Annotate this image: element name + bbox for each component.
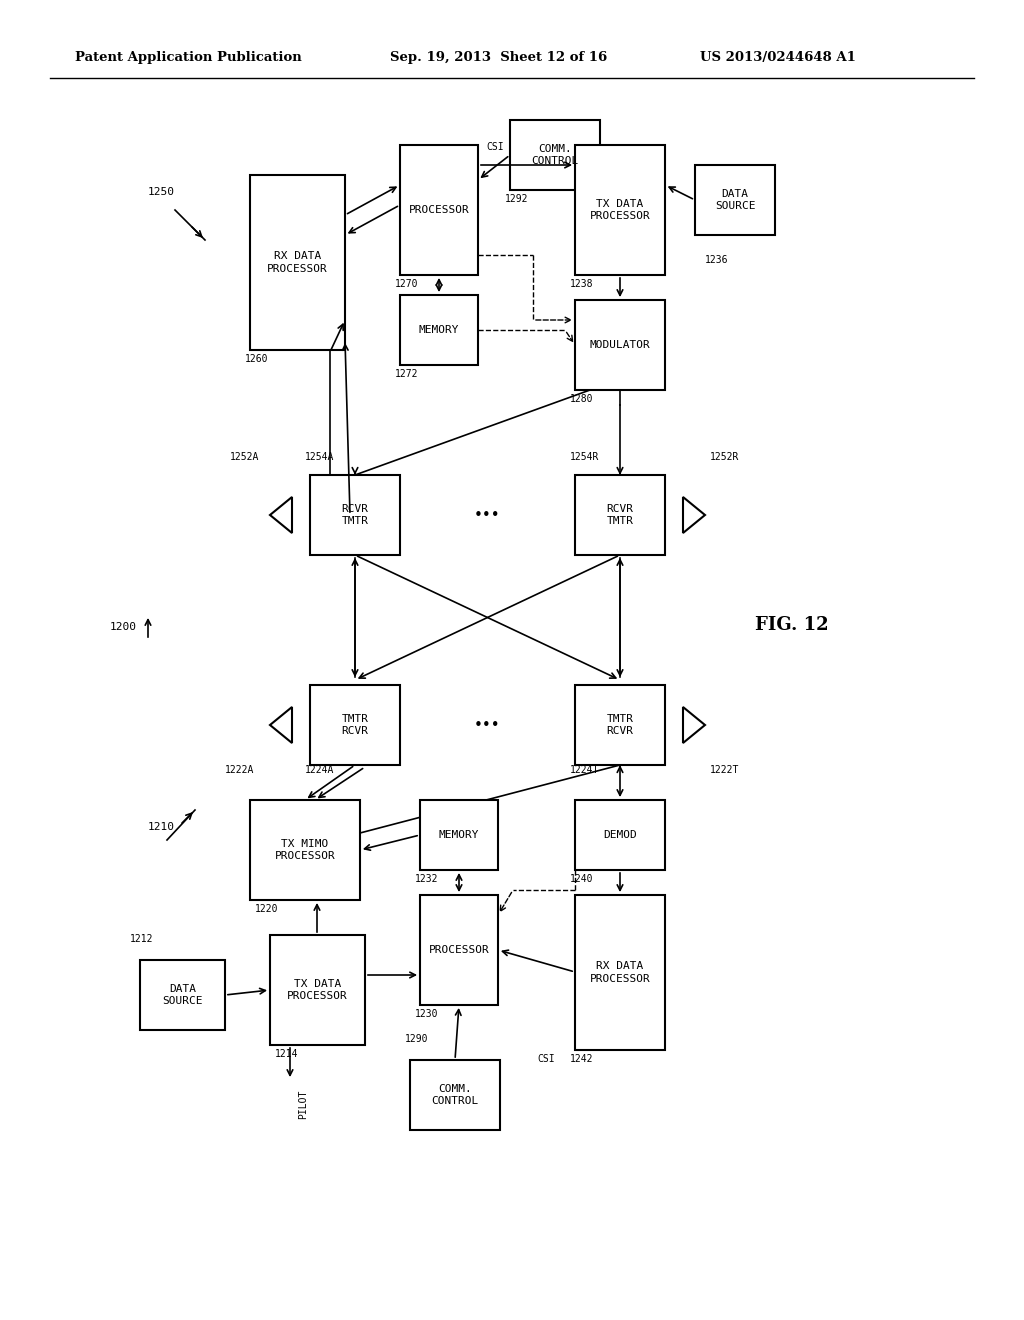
- Text: PROCESSOR: PROCESSOR: [429, 945, 489, 954]
- Text: TMTR
RCVR: TMTR RCVR: [606, 714, 634, 737]
- Text: Sep. 19, 2013  Sheet 12 of 16: Sep. 19, 2013 Sheet 12 of 16: [390, 50, 607, 63]
- Text: COMM.
CONTROL: COMM. CONTROL: [431, 1084, 478, 1106]
- Text: •••: •••: [474, 507, 501, 523]
- Bar: [575, 145, 665, 275]
- Text: RX DATA
PROCESSOR: RX DATA PROCESSOR: [267, 251, 328, 273]
- Text: 1252R: 1252R: [710, 451, 739, 462]
- Text: 1252A: 1252A: [230, 451, 259, 462]
- Bar: [400, 145, 478, 275]
- Text: DATA
SOURCE: DATA SOURCE: [715, 189, 756, 211]
- Text: CSI: CSI: [486, 143, 504, 152]
- Text: Patent Application Publication: Patent Application Publication: [75, 50, 302, 63]
- Text: 1280: 1280: [570, 393, 594, 404]
- Text: 1250: 1250: [148, 187, 175, 197]
- Text: 1238: 1238: [570, 279, 594, 289]
- Text: 1254R: 1254R: [570, 451, 599, 462]
- Text: 1222T: 1222T: [710, 766, 739, 775]
- Bar: [140, 960, 225, 1030]
- Text: FIG. 12: FIG. 12: [755, 616, 828, 634]
- Text: CSI: CSI: [537, 1053, 555, 1064]
- Bar: [575, 685, 665, 766]
- Bar: [310, 685, 400, 766]
- Text: 1272: 1272: [395, 370, 419, 379]
- Text: 1240: 1240: [570, 874, 594, 884]
- Bar: [400, 294, 478, 366]
- Text: 1214: 1214: [275, 1049, 299, 1059]
- Text: 1230: 1230: [415, 1008, 438, 1019]
- Text: 1224T: 1224T: [570, 766, 599, 775]
- Text: 1254A: 1254A: [305, 451, 335, 462]
- Text: DATA
SOURCE: DATA SOURCE: [162, 983, 203, 1006]
- Text: TMTR
RCVR: TMTR RCVR: [341, 714, 369, 737]
- Text: RCVR
TMTR: RCVR TMTR: [606, 504, 634, 527]
- Bar: [420, 800, 498, 870]
- Bar: [510, 120, 600, 190]
- Text: TX DATA
PROCESSOR: TX DATA PROCESSOR: [590, 199, 650, 222]
- Text: 1290: 1290: [406, 1034, 428, 1044]
- Bar: [250, 800, 360, 900]
- Text: 1270: 1270: [395, 279, 419, 289]
- Bar: [695, 165, 775, 235]
- Bar: [410, 1060, 500, 1130]
- Bar: [575, 895, 665, 1049]
- Text: MODULATOR: MODULATOR: [590, 341, 650, 350]
- Text: 1242: 1242: [570, 1053, 594, 1064]
- Text: TX MIMO
PROCESSOR: TX MIMO PROCESSOR: [274, 838, 336, 861]
- Text: 1224A: 1224A: [305, 766, 335, 775]
- Text: COMM.
CONTROL: COMM. CONTROL: [531, 144, 579, 166]
- Text: PILOT: PILOT: [298, 1090, 308, 1119]
- Bar: [310, 475, 400, 554]
- Text: MEMORY: MEMORY: [419, 325, 459, 335]
- Bar: [420, 895, 498, 1005]
- Text: 1292: 1292: [505, 194, 528, 205]
- Text: DEMOD: DEMOD: [603, 830, 637, 840]
- Text: 1210: 1210: [148, 822, 175, 832]
- Bar: [250, 176, 345, 350]
- Text: PROCESSOR: PROCESSOR: [409, 205, 469, 215]
- Text: 1200: 1200: [110, 622, 137, 632]
- Text: RX DATA
PROCESSOR: RX DATA PROCESSOR: [590, 961, 650, 983]
- Text: 1260: 1260: [245, 354, 268, 364]
- Text: RCVR
TMTR: RCVR TMTR: [341, 504, 369, 527]
- Text: 1232: 1232: [415, 874, 438, 884]
- Text: 1212: 1212: [130, 935, 154, 944]
- Text: 1222A: 1222A: [225, 766, 254, 775]
- Text: 1236: 1236: [705, 255, 728, 265]
- Bar: [575, 475, 665, 554]
- Bar: [575, 300, 665, 389]
- Bar: [575, 800, 665, 870]
- Text: US 2013/0244648 A1: US 2013/0244648 A1: [700, 50, 856, 63]
- Text: TX DATA
PROCESSOR: TX DATA PROCESSOR: [287, 979, 348, 1001]
- Bar: [270, 935, 365, 1045]
- Text: MEMORY: MEMORY: [438, 830, 479, 840]
- Text: 1220: 1220: [255, 904, 279, 913]
- Text: •••: •••: [474, 718, 501, 733]
